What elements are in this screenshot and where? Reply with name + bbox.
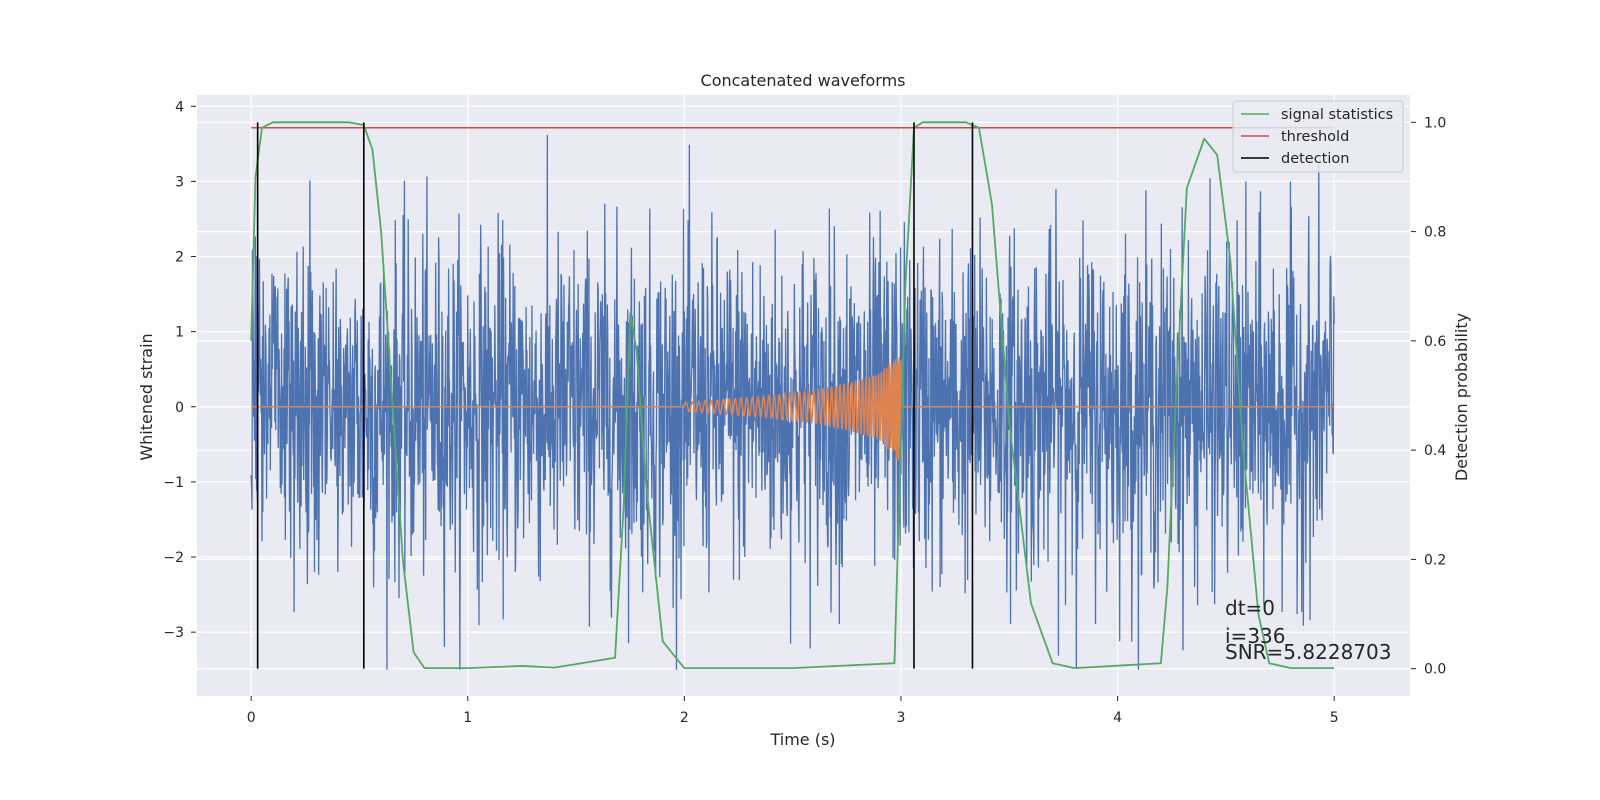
y-tick-label: −2	[163, 550, 184, 566]
x-tick-label: 1	[463, 710, 472, 726]
y-tick-label: −3	[163, 625, 184, 641]
x-tick-label: 0	[247, 710, 256, 726]
y2-tick-label: 0.8	[1424, 225, 1446, 241]
x-axis-label: Time (s)	[769, 730, 835, 749]
x-tick-label: 5	[1330, 710, 1339, 726]
y2-tick-label: 0.6	[1424, 334, 1446, 350]
legend-label-threshold: threshold	[1281, 129, 1349, 145]
legend-label-signal-statistics: signal statistics	[1281, 107, 1393, 123]
y-axis-right: 0.0 0.2 0.4 0.6 0.8 1.0	[1411, 115, 1446, 678]
annotation-dt: dt=0	[1225, 596, 1275, 620]
x-tick-label: 2	[680, 710, 689, 726]
y-axis-label: Whitened strain	[137, 333, 156, 460]
series-layer	[250, 121, 1335, 670]
series-signal-statistics	[250, 121, 1335, 670]
series-whitened-strain	[250, 134, 1335, 670]
chart-title: Concatenated waveforms	[701, 71, 906, 90]
y-tick-label: −1	[163, 475, 184, 491]
y-tick-label: 0	[175, 400, 184, 416]
x-tick-label: 4	[1113, 710, 1122, 726]
x-tick-label: 3	[897, 710, 906, 726]
y2-tick-label: 0.2	[1424, 552, 1446, 568]
y-tick-label: 4	[175, 99, 184, 115]
y-tick-label: 1	[175, 325, 184, 341]
y-axis-left: −3 −2 −1 0 1 2 3 4	[163, 99, 196, 641]
annotation-snr: SNR=5.8228703	[1225, 640, 1391, 664]
legend: signal statistics threshold detection	[1232, 100, 1404, 173]
legend-label-detection: detection	[1281, 151, 1349, 167]
series-injected-waveform	[251, 357, 1335, 461]
y2-tick-label: 0.0	[1424, 662, 1446, 678]
y2-tick-label: 1.0	[1424, 115, 1446, 131]
y-tick-label: 3	[175, 174, 184, 190]
x-axis: 0 1 2 3 4 5	[247, 696, 1339, 726]
y2-tick-label: 0.4	[1424, 443, 1446, 459]
y-tick-label: 2	[175, 250, 184, 266]
legend-box	[1232, 100, 1404, 173]
y2-axis-label: Detection probability	[1452, 313, 1471, 481]
annotation-index: i=336	[1225, 624, 1286, 648]
